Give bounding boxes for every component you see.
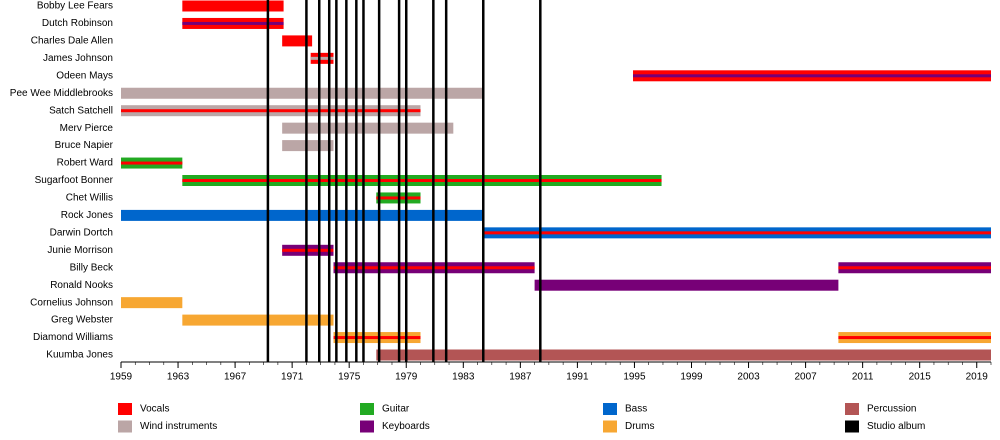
legend-swatch: [845, 403, 859, 415]
x-tick-label: 2011: [852, 372, 874, 383]
member-name: Odeen Mays: [56, 70, 113, 81]
member-bar: [182, 314, 334, 326]
member-name: Satch Satchell: [49, 105, 113, 116]
legend-label: Drums: [625, 421, 654, 432]
legend-label: Percussion: [867, 404, 916, 415]
member-name: Chet Willis: [66, 193, 113, 204]
x-tick-label: 1979: [395, 372, 418, 383]
member-bar: [376, 349, 992, 361]
legend-label: Keyboards: [382, 421, 430, 432]
member-name: Greg Webster: [51, 315, 114, 326]
x-tick-label: 1999: [680, 372, 703, 383]
member-name: Charles Dale Allen: [31, 36, 113, 47]
legend-label: Guitar: [382, 404, 410, 415]
legend-swatch: [360, 420, 374, 433]
member-bar: [282, 140, 334, 152]
member-name: Junie Morrison: [47, 245, 113, 256]
member-name: Bobby Lee Fears: [37, 1, 113, 12]
member-name: Billy Beck: [70, 262, 114, 273]
member-bar-stripe: [838, 266, 991, 270]
member-bar: [534, 279, 839, 291]
x-tick-label: 1991: [566, 372, 589, 383]
x-tick-label: 1975: [338, 372, 361, 383]
x-tick-label: 2007: [794, 372, 817, 383]
member-bar: [182, 0, 284, 12]
legend-label: Bass: [625, 404, 647, 415]
member-bar-stripe: [182, 21, 284, 25]
legend-label: Studio album: [867, 421, 925, 432]
x-tick-label: 1971: [281, 372, 304, 383]
member-bar-stripe: [838, 336, 991, 340]
x-tick-label: 1959: [110, 372, 133, 383]
member-bar-stripe: [121, 161, 183, 165]
x-tick-label: 1983: [452, 372, 475, 383]
legend-swatch: [360, 403, 374, 415]
member-name: Kuumba Jones: [46, 350, 113, 361]
member-bar-stripe: [182, 179, 662, 182]
legend-swatch: [603, 403, 617, 415]
x-tick-label: 1995: [623, 372, 646, 383]
member-bar: [282, 122, 454, 134]
legend-label: Vocals: [140, 404, 169, 415]
legend-swatch: [603, 420, 617, 433]
member-bar-stripe: [121, 109, 421, 113]
legend-swatch: [118, 403, 132, 415]
member-name: Cornelius Johnson: [30, 297, 113, 308]
member-name: James Johnson: [43, 53, 113, 64]
member-name: Dutch Robinson: [42, 18, 113, 29]
member-bar-stripe: [333, 336, 421, 340]
member-name: Rock Jones: [61, 210, 113, 221]
member-bar-stripe: [483, 231, 991, 235]
member-name: Ronald Nooks: [50, 280, 113, 291]
x-tick-label: 2019: [966, 372, 989, 383]
legend-label: Wind instruments: [140, 421, 217, 432]
member-bar-stripe: [282, 248, 334, 252]
member-name: Diamond Williams: [33, 332, 113, 343]
x-tick-label: 1967: [224, 372, 247, 383]
x-tick-label: 2015: [909, 372, 932, 383]
member-name: Pee Wee Middlebrooks: [10, 88, 113, 99]
member-bar-stripe: [310, 56, 334, 60]
member-bar: [282, 35, 313, 47]
member-name: Merv Pierce: [60, 123, 114, 134]
member-bar: [121, 209, 484, 221]
x-tick-label: 2003: [737, 372, 760, 383]
member-name: Robert Ward: [57, 158, 113, 169]
x-tick-label: 1963: [167, 372, 190, 383]
member-name: Bruce Napier: [55, 140, 114, 151]
legend-swatch: [845, 420, 859, 433]
member-bar: [121, 87, 484, 99]
member-bar-stripe: [633, 74, 991, 78]
legend-swatch: [118, 420, 132, 433]
x-tick-label: 1987: [509, 372, 532, 383]
member-bar: [121, 297, 183, 309]
member-name: Darwin Dortch: [50, 227, 113, 238]
member-name: Sugarfoot Bonner: [35, 175, 114, 186]
